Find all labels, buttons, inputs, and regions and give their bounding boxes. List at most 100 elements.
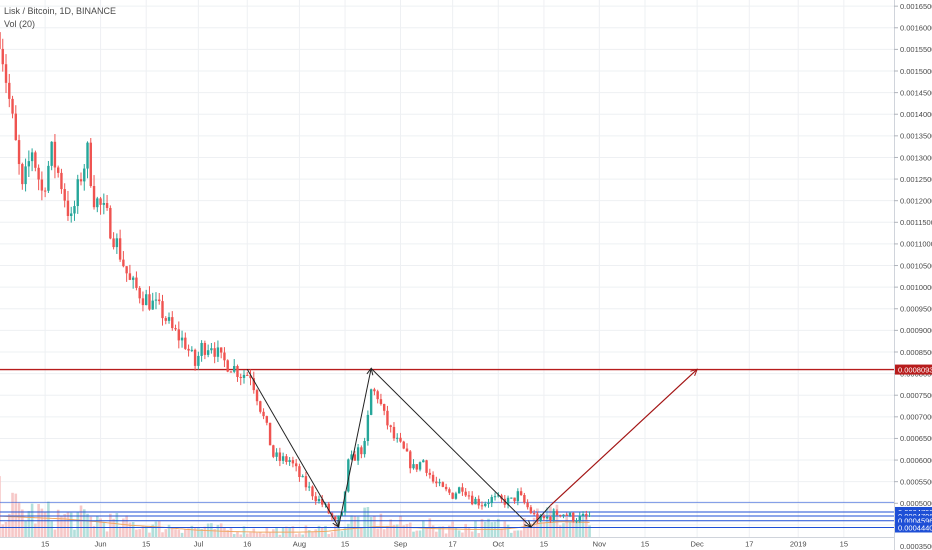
- volume-bar: [193, 527, 197, 537]
- volume-bar: [219, 523, 223, 537]
- candle-body: [565, 514, 568, 516]
- volume-bar: [347, 523, 350, 537]
- volume-bar: [513, 530, 516, 537]
- volume-indicator-label[interactable]: Vol (20): [4, 19, 36, 29]
- volume-bar: [327, 534, 331, 537]
- candle-body: [53, 141, 57, 168]
- volume-bar: [167, 524, 171, 537]
- volume-ma-line: [0, 515, 590, 533]
- volume-bar: [379, 513, 383, 537]
- price-axis-label: 0.0012000: [900, 196, 932, 205]
- volume-bar: [552, 508, 555, 537]
- candle-body: [177, 329, 180, 341]
- volume-bar: [562, 523, 565, 537]
- time-axis-label: 15: [142, 540, 150, 549]
- volume-bar: [506, 524, 510, 537]
- price-axis-label: 0.0005500: [900, 477, 932, 486]
- volume-bar: [392, 524, 396, 537]
- symbol-title[interactable]: Lisk / Bitcoin, 1D, BINANCE: [4, 6, 117, 16]
- support-lines: [0, 501, 894, 528]
- volume-bar: [363, 507, 366, 537]
- volume-bar: [399, 515, 402, 537]
- volume-bar: [24, 520, 27, 537]
- price-axis-label: 0.0013000: [900, 153, 932, 162]
- candle-body: [239, 376, 242, 378]
- time-axis-label: 16: [243, 540, 251, 549]
- time-axis-label: 15: [341, 540, 349, 549]
- candle-body: [96, 198, 99, 208]
- candle-body: [4, 64, 8, 83]
- candle-body: [285, 456, 288, 462]
- volume-bar: [118, 526, 122, 537]
- volume-bar: [109, 513, 112, 537]
- candle-body: [141, 298, 145, 306]
- volume-bar: [581, 514, 585, 537]
- candle-body: [145, 294, 148, 306]
- candle-body: [405, 448, 409, 452]
- volume-bar: [405, 523, 409, 537]
- volume-bar: [161, 532, 164, 537]
- volume-bar: [232, 534, 236, 537]
- volume-bar: [301, 534, 304, 537]
- candle-body: [210, 348, 213, 351]
- time-axis-label: 15: [41, 540, 49, 549]
- volume-bar: [53, 529, 57, 537]
- candle-body: [581, 514, 585, 516]
- volume-bar: [366, 507, 370, 537]
- volume-bar: [382, 529, 386, 537]
- volume-bar: [418, 530, 422, 537]
- volume-bar: [529, 523, 533, 537]
- candle-body: [529, 507, 533, 514]
- candle-body: [425, 460, 428, 473]
- price-tag-support-label: 0.0004596: [898, 517, 932, 526]
- volume-bar: [151, 524, 155, 537]
- volume-bar: [236, 531, 239, 537]
- candle-body: [334, 516, 337, 520]
- pattern-segment: [370, 368, 532, 528]
- candle-body: [347, 459, 350, 492]
- candle-body: [418, 462, 422, 470]
- volume-bar: [311, 531, 314, 537]
- candle-body: [304, 476, 308, 488]
- candle-body: [190, 349, 194, 351]
- time-axis-label: Jul: [194, 540, 204, 549]
- pattern-drawing: [246, 367, 551, 529]
- volume-bar: [27, 511, 31, 537]
- candle-body: [1, 48, 4, 65]
- volume-bar: [47, 501, 50, 537]
- volume-bar: [82, 509, 86, 537]
- price-tag-support-label: 0.0004440: [898, 523, 932, 532]
- candle-body: [382, 404, 386, 411]
- volume-bar: [444, 533, 448, 537]
- volume-bar: [510, 532, 513, 537]
- volume-bar: [56, 509, 60, 537]
- pattern-segment: [530, 505, 551, 528]
- candle-body: [484, 503, 487, 506]
- volume-bar: [337, 520, 340, 537]
- candle-body: [317, 498, 321, 502]
- candle-body: [311, 486, 314, 497]
- candle-body: [343, 491, 347, 513]
- projection-arrow: [550, 368, 698, 506]
- time-axis[interactable]: 15 Jun 15 Jul 16 Aug 15 Sep 17 Oct 15 Nov 15 Dec 17 201…: [0, 537, 894, 549]
- candle-body: [526, 502, 529, 508]
- volume-bar: [50, 521, 53, 537]
- candle-body: [11, 98, 14, 114]
- volume-bar: [96, 516, 99, 537]
- volume-bar: [200, 528, 203, 537]
- candle-body: [379, 399, 383, 405]
- time-axis-label: Dec: [690, 540, 704, 549]
- candle-body: [392, 426, 396, 439]
- candle-body: [171, 317, 174, 329]
- volume-bar: [89, 516, 93, 537]
- candle-body: [435, 481, 438, 484]
- candlesticks: [0, 32, 591, 524]
- price-tags: 0.00080930.00047990.00047060.00045960.00…: [895, 364, 932, 533]
- price-axis-label: 0.0007000: [900, 413, 932, 422]
- candle-body: [373, 389, 376, 392]
- price-axis[interactable]: 0.0016500 0.0016000 0.0015500 0.0015000 0.00…: [894, 0, 932, 550]
- volume-bar: [63, 514, 66, 537]
- candle-body: [448, 489, 451, 493]
- volume-bar: [588, 525, 591, 537]
